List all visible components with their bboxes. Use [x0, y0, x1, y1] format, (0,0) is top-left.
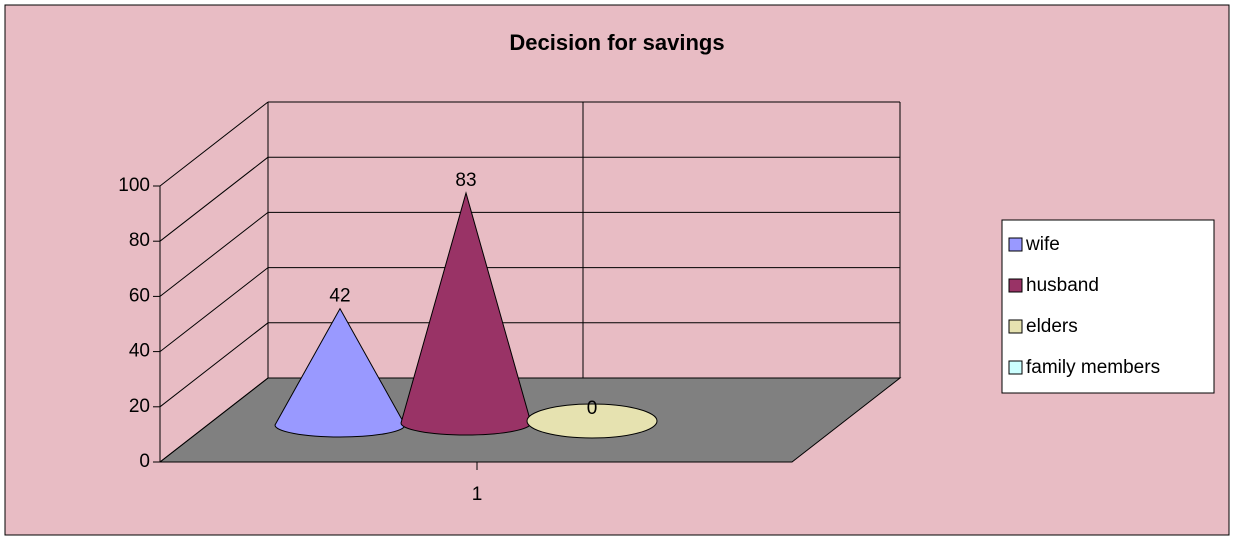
data-label: 0 — [587, 398, 598, 419]
y-tick-label: 100 — [118, 175, 150, 196]
cone — [400, 191, 532, 436]
data-label: 42 — [329, 286, 350, 307]
y-tick-label: 80 — [129, 230, 150, 251]
y-tick-label: 60 — [129, 285, 150, 306]
legend-swatch — [1008, 319, 1023, 334]
x-tick-label: 1 — [472, 484, 483, 505]
grid-line — [159, 156, 269, 242]
legend-box — [1001, 219, 1215, 394]
grid-line — [159, 267, 269, 352]
legend-swatch — [1008, 360, 1023, 375]
legend-swatch — [1008, 237, 1023, 252]
chart-title: Decision for savings — [509, 30, 724, 55]
y-tick-label: 40 — [129, 341, 150, 362]
legend-label: wife — [1025, 234, 1060, 255]
grid-line — [159, 377, 269, 463]
legend-label: elders — [1026, 316, 1078, 337]
y-tick-label: 20 — [129, 396, 150, 417]
cone — [526, 403, 658, 439]
legend-label: family members — [1026, 357, 1160, 378]
data-label: 83 — [455, 170, 476, 191]
grid-line — [159, 101, 269, 187]
grid-line — [159, 322, 269, 408]
legend-label: husband — [1026, 275, 1099, 296]
y-tick-label: 0 — [139, 451, 150, 472]
legend-swatch — [1008, 278, 1023, 293]
cone — [274, 307, 406, 438]
grid-line — [159, 212, 269, 297]
